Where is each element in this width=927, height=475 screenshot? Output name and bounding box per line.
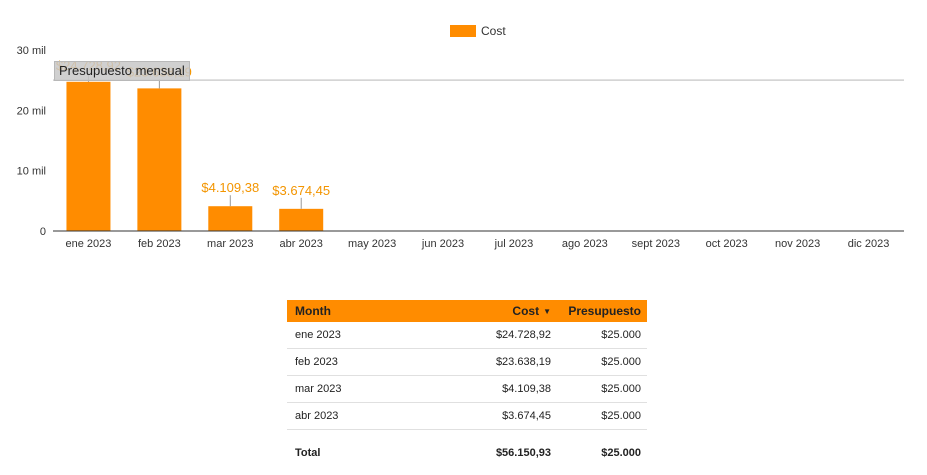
row-cost: $4.109,38 [502,383,551,395]
legend-label: Cost [481,24,506,38]
row-budget: $25.000 [601,383,641,395]
table-total-row: Total $56.150,93 $25.000 [287,440,647,466]
data-label: $3.674,45 [272,183,330,198]
x-tick-label: nov 2023 [775,238,820,250]
sort-down-icon[interactable]: ▼ [543,307,551,317]
x-tick-label: feb 2023 [138,238,181,250]
table-row: feb 2023 $23.638,19 $25.000 [287,349,647,376]
x-tick-label: oct 2023 [706,238,748,250]
x-tick-label: jul 2023 [494,238,534,250]
x-tick-label: sept 2023 [632,238,680,250]
header-month[interactable]: Month [295,304,331,318]
data-table: Month Cost ▼ Presupuesto ene 2023 $24.728,… [287,300,647,466]
total-label: Total [295,447,321,459]
y-tick-label: 0 [40,226,46,238]
table-row: mar 2023 $4.109,38 $25.000 [287,376,647,403]
row-cost: $23.638,19 [495,356,551,368]
x-tick-label: abr 2023 [279,238,322,250]
table-header: Month Cost ▼ Presupuesto [287,300,647,322]
row-month: feb 2023 [295,356,338,368]
bar [66,81,111,231]
bar [279,208,324,231]
row-month: ene 2023 [295,329,341,341]
x-tick-label: ene 2023 [66,238,112,250]
total-cost: $56.150,93 [495,447,551,459]
x-tick-label: ago 2023 [562,238,608,250]
data-label: $4.109,38 [201,180,259,195]
row-budget: $25.000 [601,329,641,341]
table-row: abr 2023 $3.674,45 $25.000 [287,403,647,430]
bar [208,206,253,231]
chart-legend[interactable]: Cost [450,24,506,38]
y-tick-label: 20 mil [17,105,46,117]
table-row: ene 2023 $24.728,92 $25.000 [287,322,647,349]
row-cost: $24.728,92 [495,329,551,341]
header-cost[interactable]: Cost ▼ [453,304,551,318]
row-month: mar 2023 [295,383,342,395]
x-tick-label: dic 2023 [848,238,890,250]
row-month: abr 2023 [295,410,339,422]
row-cost: $3.674,45 [502,410,551,422]
bar [137,88,182,231]
header-budget[interactable]: Presupuesto [568,304,641,318]
x-tick-label: mar 2023 [207,238,253,250]
x-tick-label: jun 2023 [421,238,464,250]
legend-swatch [450,25,476,37]
y-tick-label: 10 mil [17,166,46,178]
row-budget: $25.000 [601,410,641,422]
x-tick-label: may 2023 [348,238,396,250]
reference-line-label: Presupuesto mensual [54,61,190,81]
total-budget: $25.000 [601,447,641,459]
header-cost-label: Cost [512,304,540,318]
row-budget: $25.000 [601,356,641,368]
y-tick-label: 30 mil [17,45,46,57]
